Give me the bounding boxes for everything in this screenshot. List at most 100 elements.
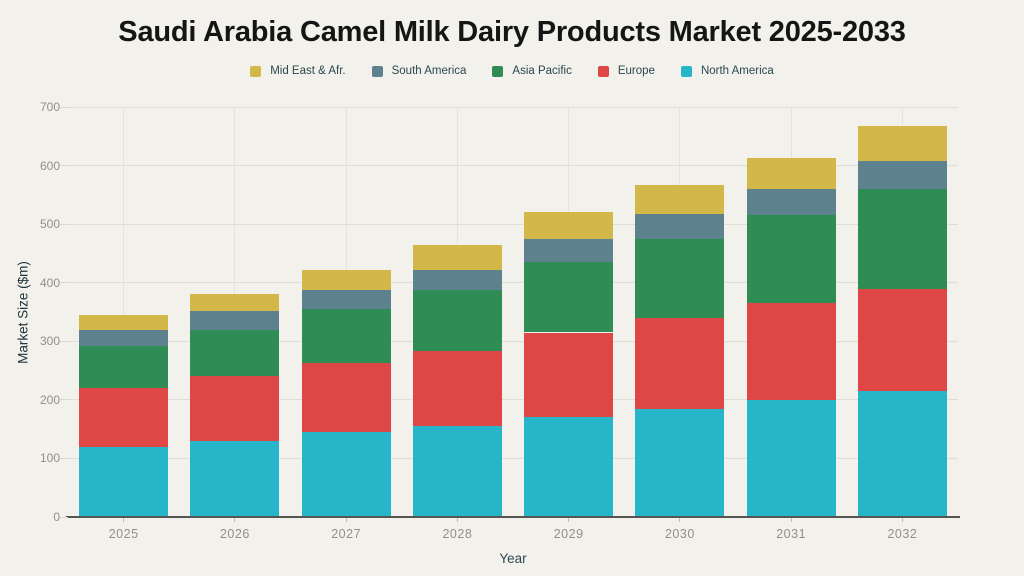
bar-segment-2030-europe — [635, 317, 725, 409]
x-axis-tick-label: 2025 — [108, 527, 139, 541]
bar-segment-2029-mid-east-afr — [524, 212, 614, 240]
legend-swatch-icon — [371, 65, 383, 77]
y-axis-tick-label: 100 — [39, 451, 60, 466]
x-axis-tick-mark — [679, 518, 681, 522]
y-axis-tick-mark — [60, 516, 68, 518]
legend-label: Asia Pacific — [512, 65, 572, 77]
bar-segment-2032-north-america — [857, 391, 947, 517]
x-axis-tick-mark — [345, 518, 347, 522]
bar-segment-2026-europe — [190, 376, 280, 441]
bar-segment-2031-south-america — [746, 189, 836, 216]
bar-segment-2025-europe — [79, 388, 169, 447]
bar-segment-2025-north-america — [79, 446, 169, 517]
bar-segment-2031-mid-east-afr — [746, 157, 836, 189]
legend-swatch-icon — [492, 65, 504, 77]
y-axis-tick-label: 300 — [39, 334, 60, 349]
y-axis-tick-label: 400 — [39, 275, 60, 290]
x-axis-tick-label: 2032 — [887, 527, 918, 541]
horizontal-gridline — [68, 106, 958, 108]
bar-segment-2028-south-america — [412, 269, 502, 291]
chart-legend: Mid East & Afr. South America Asia Pacific… — [0, 65, 1024, 77]
bar-segment-2027-mid-east-afr — [301, 269, 391, 290]
x-axis-line — [66, 516, 960, 518]
bar-segment-2025-south-america — [79, 329, 169, 346]
y-axis-tick-mark — [60, 106, 68, 108]
bar-segment-2027-europe — [301, 362, 391, 433]
bar-segment-2025-asia-pacific — [79, 345, 169, 389]
y-axis-tick-mark — [60, 282, 68, 284]
y-axis-tick-mark — [60, 165, 68, 167]
bar-segment-2032-mid-east-afr — [857, 125, 947, 161]
bar-segment-2028-europe — [412, 351, 502, 427]
y-axis-tick-label: 0 — [53, 510, 60, 524]
bar-segment-2029-asia-pacific — [524, 262, 614, 333]
bar-segment-2030-mid-east-afr — [635, 184, 725, 215]
bar-segment-2031-europe — [746, 303, 836, 400]
legend-item-north-america[interactable]: North America — [680, 65, 774, 77]
x-axis-tick-mark — [790, 518, 792, 522]
horizontal-gridline — [68, 282, 958, 284]
legend-label: South America — [391, 65, 467, 77]
horizontal-gridline — [68, 340, 958, 342]
legend-item-europe[interactable]: Europe — [597, 65, 655, 77]
horizontal-gridline — [68, 223, 958, 225]
bar-segment-2030-north-america — [635, 408, 725, 517]
legend-swatch-icon — [250, 65, 262, 77]
x-axis-tick-label: 2028 — [442, 527, 473, 541]
horizontal-gridline — [68, 165, 958, 167]
y-axis-tick-label: 600 — [39, 158, 60, 173]
bar-segment-2026-mid-east-afr — [190, 294, 280, 311]
horizontal-gridline — [68, 399, 958, 401]
bar-segment-2032-europe — [857, 288, 947, 392]
x-axis-title: Year — [499, 551, 527, 566]
bar-segment-2031-asia-pacific — [746, 215, 836, 304]
bar-segment-2032-asia-pacific — [857, 189, 947, 289]
legend-label: Europe — [617, 65, 655, 77]
legend-item-south-america[interactable]: South America — [371, 65, 467, 77]
y-axis-tick-mark — [60, 223, 68, 225]
horizontal-gridline — [68, 457, 958, 459]
y-axis-tick-label: 500 — [39, 217, 60, 232]
bar-segment-2027-asia-pacific — [301, 309, 391, 363]
x-axis-tick-label: 2026 — [219, 527, 250, 541]
bar-segment-2029-south-america — [524, 239, 614, 263]
legend-swatch-icon — [680, 65, 692, 77]
bar-segment-2029-north-america — [524, 417, 614, 517]
chart-title: Saudi Arabia Camel Milk Dairy Products M… — [118, 16, 906, 48]
bar-segment-2032-south-america — [857, 160, 947, 189]
legend-swatch-icon — [597, 65, 609, 77]
y-axis-title: Market Size ($m) — [15, 261, 31, 364]
bar-segment-2028-mid-east-afr — [412, 244, 502, 270]
x-axis-tick-mark — [901, 518, 903, 522]
y-axis-tick-mark — [60, 340, 68, 342]
y-axis-tick-mark — [60, 457, 68, 459]
x-axis-tick-mark — [234, 518, 236, 522]
bar-segment-2028-north-america — [412, 426, 502, 517]
bar-segment-2030-asia-pacific — [635, 238, 725, 318]
x-axis-tick-mark — [568, 518, 570, 522]
x-axis-tick-label: 2030 — [664, 527, 695, 541]
bar-segment-2026-asia-pacific — [190, 329, 280, 377]
legend-label: North America — [700, 65, 774, 77]
bar-segment-2026-north-america — [190, 440, 280, 517]
x-axis-tick-label: 2029 — [553, 527, 584, 541]
bar-segment-2026-south-america — [190, 310, 280, 330]
bar-segment-2028-asia-pacific — [412, 290, 502, 352]
bar-segment-2030-south-america — [635, 214, 725, 239]
bar-segment-2031-north-america — [746, 399, 836, 517]
legend-item-mid-east-afr[interactable]: Mid East & Afr. — [250, 65, 346, 77]
bar-segment-2025-mid-east-afr — [79, 314, 169, 330]
y-axis-tick-label: 700 — [39, 100, 60, 114]
bar-segment-2029-europe — [524, 332, 614, 418]
legend-item-asia-pacific[interactable]: Asia Pacific — [492, 65, 572, 77]
vertical-gridline — [123, 107, 125, 517]
y-axis-tick-label: 200 — [39, 392, 60, 407]
x-axis-tick-label: 2031 — [776, 527, 807, 541]
x-axis-tick-label: 2027 — [331, 527, 362, 541]
plot-area — [68, 106, 958, 517]
x-axis-tick-mark — [456, 518, 458, 522]
y-axis-tick-mark — [60, 399, 68, 401]
bar-segment-2027-north-america — [301, 432, 391, 517]
x-axis-tick-mark — [123, 518, 125, 522]
